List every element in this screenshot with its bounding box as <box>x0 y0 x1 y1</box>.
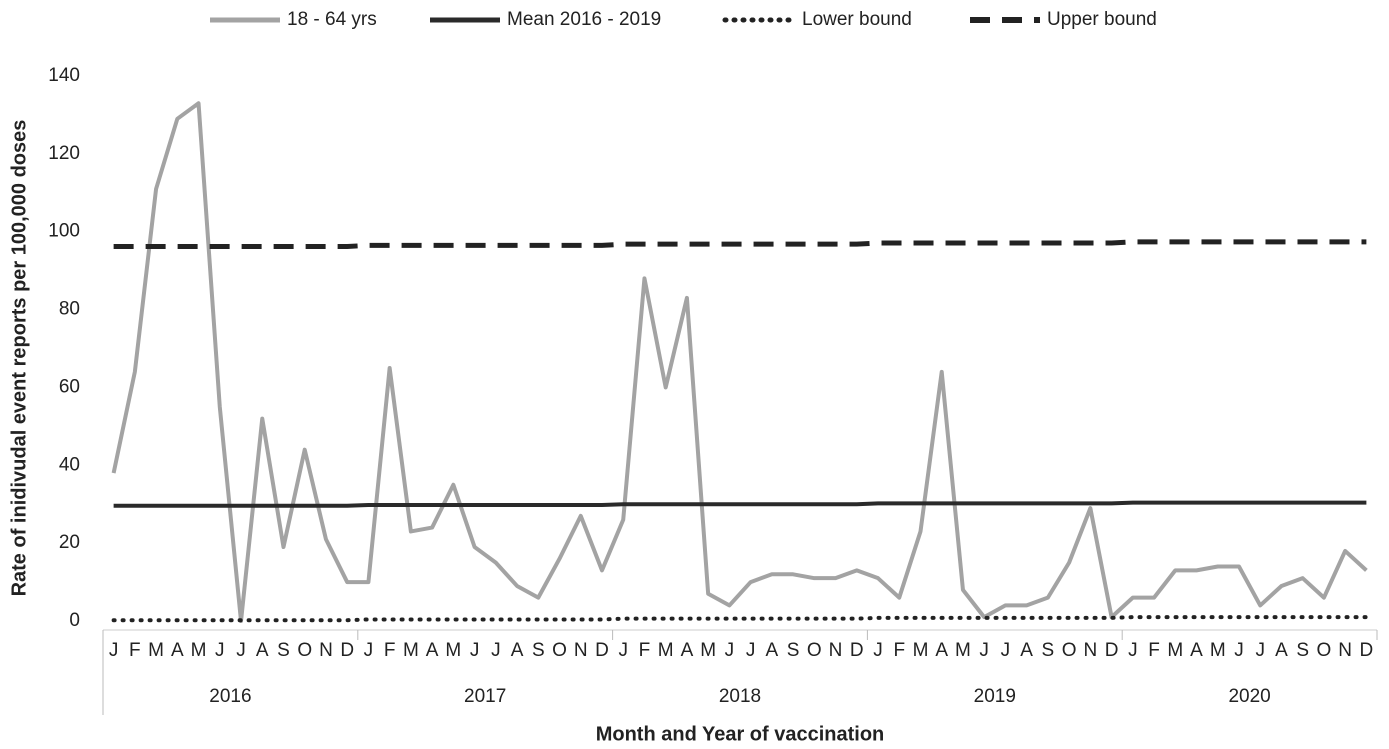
y-tick-label: 140 <box>48 65 80 86</box>
x-tick-label: A <box>256 640 269 661</box>
x-tick-label: F <box>384 640 396 661</box>
x-tick-label: A <box>766 640 779 661</box>
y-tick-label: 60 <box>59 376 80 397</box>
x-tick-label: O <box>807 640 822 661</box>
x-tick-label: O <box>552 640 567 661</box>
x-tick-label: M <box>148 640 164 661</box>
y-tick-label: 80 <box>59 299 80 320</box>
x-tick-label: N <box>829 640 843 661</box>
x-tick-label: S <box>787 640 800 661</box>
x-tick-label: F <box>639 640 651 661</box>
series-line <box>113 500 1367 508</box>
x-tick-label: D <box>595 640 609 661</box>
x-tick-label: J <box>109 640 119 661</box>
x-tick-label: M <box>1167 640 1183 661</box>
y-tick-label: 0 <box>69 610 80 631</box>
year-label: 2017 <box>464 686 506 707</box>
y-tick-label: 40 <box>59 454 80 475</box>
y-axis-label: Rate of inidivudal event reports per 100… <box>8 120 30 597</box>
x-tick-label: D <box>340 640 354 661</box>
y-tick-label: 20 <box>59 532 80 553</box>
x-tick-label: O <box>297 640 312 661</box>
x-tick-label: A <box>1275 640 1288 661</box>
series-line <box>113 239 1367 250</box>
series-line <box>111 101 1368 623</box>
x-tick-label: A <box>426 640 439 661</box>
x-tick-label: M <box>658 640 674 661</box>
x-tick-label: S <box>532 640 545 661</box>
x-tick-label: A <box>681 640 694 661</box>
x-tick-label: O <box>1062 640 1077 661</box>
x-tick-label: A <box>171 640 184 661</box>
x-tick-label: J <box>618 640 628 661</box>
x-tick-label: M <box>1210 640 1226 661</box>
x-tick-label: M <box>955 640 971 661</box>
x-axis-label: Month and Year of vaccination <box>596 723 885 745</box>
x-tick-label: S <box>277 640 290 661</box>
x-tick-label: A <box>1190 640 1203 661</box>
x-tick-label: D <box>1360 640 1374 661</box>
x-tick-label: J <box>746 640 756 661</box>
x-tick-label: N <box>574 640 588 661</box>
legend-label: Mean 2016 - 2019 <box>507 9 661 30</box>
year-label: 2018 <box>719 686 761 707</box>
x-tick-label: A <box>511 640 524 661</box>
x-tick-label: J <box>491 640 501 661</box>
x-tick-label: J <box>1255 640 1265 661</box>
x-tick-label: J <box>470 640 480 661</box>
x-tick-label: J <box>215 640 225 661</box>
series-line <box>111 615 1369 623</box>
x-tick-label: J <box>1234 640 1244 661</box>
x-tick-label: A <box>935 640 948 661</box>
x-tick-label: M <box>700 640 716 661</box>
x-tick-label: D <box>850 640 864 661</box>
x-tick-label: O <box>1317 640 1332 661</box>
legend-label: Lower bound <box>802 9 912 30</box>
x-tick-label: M <box>445 640 461 661</box>
x-tick-label: J <box>725 640 735 661</box>
year-label: 2016 <box>209 686 251 707</box>
legend-label: 18 - 64 yrs <box>287 9 377 30</box>
legend-label: Upper bound <box>1047 9 1157 30</box>
x-tick-label: M <box>403 640 419 661</box>
x-tick-label: D <box>1105 640 1119 661</box>
x-tick-label: S <box>1296 640 1309 661</box>
x-tick-label: M <box>191 640 207 661</box>
x-tick-label: J <box>979 640 989 661</box>
x-tick-label: F <box>893 640 905 661</box>
year-label: 2019 <box>974 686 1016 707</box>
x-tick-label: J <box>236 640 246 661</box>
x-tick-label: J <box>1001 640 1011 661</box>
year-label: 2020 <box>1228 686 1270 707</box>
x-tick-label: N <box>1338 640 1352 661</box>
x-tick-label: S <box>1042 640 1055 661</box>
x-tick-label: J <box>873 640 883 661</box>
x-tick-label: J <box>364 640 374 661</box>
x-tick-label: J <box>1128 640 1138 661</box>
y-tick-label: 100 <box>48 221 80 242</box>
x-tick-label: F <box>1148 640 1160 661</box>
x-tick-label: N <box>1083 640 1097 661</box>
x-tick-label: A <box>1020 640 1033 661</box>
y-tick-label: 120 <box>48 143 80 164</box>
x-tick-label: N <box>319 640 333 661</box>
x-tick-label: M <box>913 640 929 661</box>
x-tick-label: F <box>129 640 141 661</box>
